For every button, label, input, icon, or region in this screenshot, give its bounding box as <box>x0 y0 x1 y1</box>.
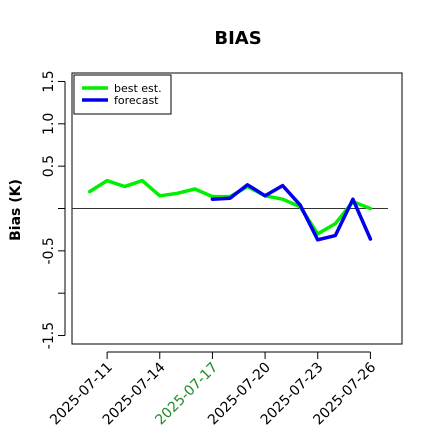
legend-box <box>73 74 172 115</box>
y-tick-label: 1.0 <box>41 113 57 135</box>
y-tick-label: -0.5 <box>41 237 57 264</box>
legend: best est.forecast <box>73 74 172 115</box>
y-tick-label: -1.5 <box>41 322 57 349</box>
legend-label: forecast <box>114 94 159 107</box>
series-line-forecast <box>210 183 373 242</box>
legend-label: best est. <box>114 82 162 95</box>
y-axis-label: Bias (K) <box>8 179 24 241</box>
series-line-best-est <box>87 178 373 236</box>
y-tick-label: 0.5 <box>41 155 57 177</box>
y-tick-label: 1.5 <box>41 70 57 92</box>
chart-title: BIAS <box>214 28 261 49</box>
